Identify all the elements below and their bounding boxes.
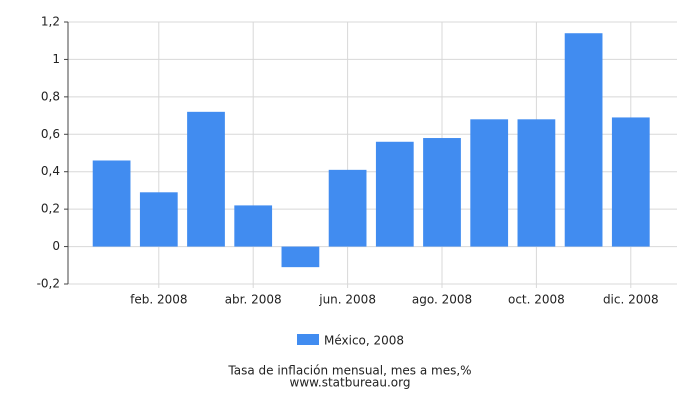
bar — [187, 111, 225, 247]
legend-label: México, 2008 — [324, 334, 404, 348]
x-tick-label: oct. 2008 — [508, 293, 565, 307]
x-tick-label: feb. 2008 — [130, 293, 187, 307]
y-tick-label: 0,6 — [41, 127, 60, 141]
x-tick-label: ago. 2008 — [412, 293, 472, 307]
bar — [92, 160, 131, 247]
y-tick-label: 0,2 — [41, 202, 60, 216]
bar — [375, 141, 414, 247]
y-tick-label: 1 — [52, 52, 60, 66]
bar — [470, 119, 509, 247]
bar — [328, 169, 367, 247]
y-tick-label: 0,8 — [41, 89, 60, 103]
y-tick-label: 1,2 — [41, 15, 60, 29]
y-tick-label: 0,4 — [41, 164, 60, 178]
x-tick-label: dic. 2008 — [603, 293, 659, 307]
chart-title: Tasa de inflación mensual, mes a mes,% — [227, 364, 471, 378]
bar — [281, 246, 320, 268]
bar — [517, 119, 556, 247]
bar — [139, 192, 178, 247]
x-tick-label: jun. 2008 — [318, 293, 376, 307]
bar — [234, 205, 273, 247]
legend-swatch — [297, 334, 319, 345]
bar — [564, 33, 603, 247]
y-tick-label: 0 — [52, 239, 60, 253]
x-tick-label: abr. 2008 — [225, 293, 282, 307]
bar — [423, 138, 461, 247]
y-tick-label: -0,2 — [37, 277, 60, 291]
chart-source: www.statbureau.org — [290, 376, 411, 390]
bar — [611, 117, 650, 247]
